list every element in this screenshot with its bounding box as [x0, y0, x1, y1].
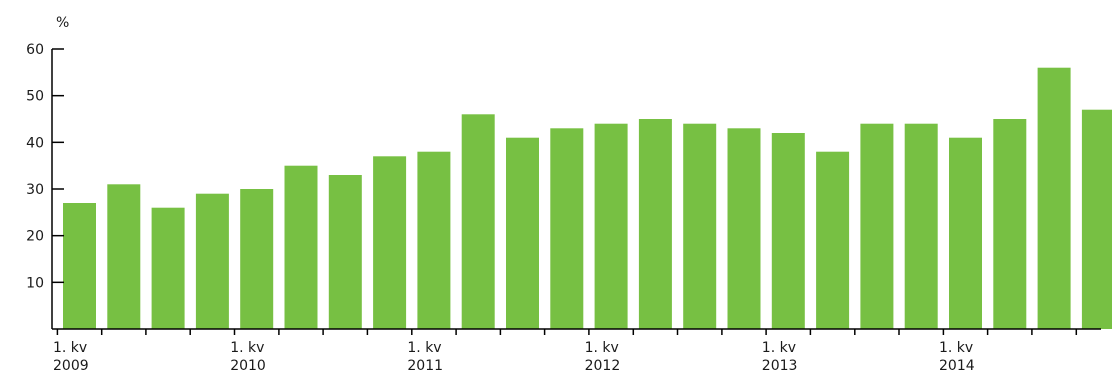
bar-18: [816, 151, 850, 329]
y-tick-label-50: 50: [26, 89, 44, 105]
x-label-2009-line2: 2009: [53, 358, 89, 374]
y-axis: 10 20 30 40 50 60: [26, 42, 64, 329]
y-tick-label-30: 30: [26, 182, 44, 198]
y-tick-label-40: 40: [26, 135, 44, 151]
bars-group: [63, 67, 1112, 329]
x-label-2014-line2: 2014: [939, 358, 975, 374]
bar-14: [638, 119, 672, 329]
x-label-2011-line1: 1. kv: [407, 340, 441, 356]
bar-7: [328, 175, 362, 329]
bar-3: [151, 207, 185, 329]
x-label-2014-line1: 1. kv: [939, 340, 973, 356]
bar-24: [1081, 109, 1112, 329]
x-label-2010-line2: 2010: [230, 358, 266, 374]
bar-4: [195, 193, 229, 329]
y-unit-label: %: [56, 15, 69, 31]
bar-9: [417, 151, 451, 329]
bar-2: [107, 184, 141, 329]
bar-5: [240, 189, 274, 329]
x-label-2012-line2: 2012: [585, 358, 621, 374]
x-label-2010-line1: 1. kv: [230, 340, 264, 356]
bar-8: [373, 156, 407, 329]
bar-23: [1037, 67, 1071, 329]
bar-20: [904, 123, 938, 329]
bar-17: [771, 133, 805, 329]
y-tick-label-60: 60: [26, 42, 44, 58]
y-tick-label-10: 10: [26, 275, 44, 291]
bar-13: [594, 123, 628, 329]
bar-6: [284, 165, 318, 329]
bar-15: [683, 123, 717, 329]
bar-10: [461, 114, 495, 329]
bar-22: [993, 119, 1027, 329]
x-label-2011-line2: 2011: [407, 358, 443, 374]
bar-12: [550, 128, 584, 329]
y-tick-label-20: 20: [26, 229, 44, 245]
bar-1: [63, 203, 96, 329]
x-label-2013-line2: 2013: [762, 358, 798, 374]
x-label-2012-line1: 1. kv: [585, 340, 619, 356]
bar-11: [506, 137, 539, 329]
x-label-2013-line1: 1. kv: [762, 340, 796, 356]
bar-21: [949, 137, 982, 329]
x-axis: 1. kv 2009 1. kv 2010 1. kv 2011 1. kv 2012 1. k…: [52, 328, 1101, 374]
bar-16: [727, 128, 761, 329]
bar-19: [860, 123, 894, 329]
x-label-2009-line1: 1. kv: [53, 340, 87, 356]
